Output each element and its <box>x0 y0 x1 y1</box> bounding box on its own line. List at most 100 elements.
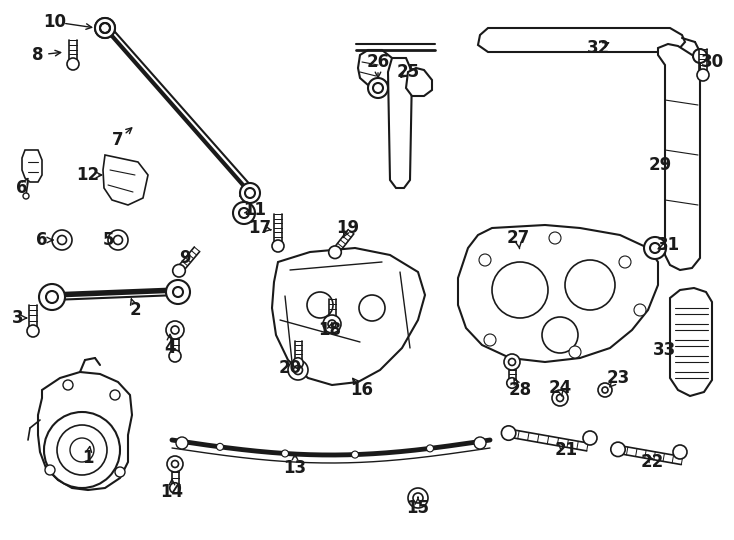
Text: 27: 27 <box>506 229 530 247</box>
Text: 1: 1 <box>82 449 94 467</box>
Circle shape <box>233 202 255 224</box>
Text: 24: 24 <box>548 379 572 397</box>
Circle shape <box>479 254 491 266</box>
Circle shape <box>619 256 631 268</box>
Circle shape <box>598 383 612 397</box>
Circle shape <box>549 232 561 244</box>
Circle shape <box>288 360 308 380</box>
Circle shape <box>39 284 65 310</box>
Circle shape <box>583 431 597 445</box>
Circle shape <box>426 445 434 452</box>
Text: 15: 15 <box>407 499 429 517</box>
Circle shape <box>408 488 428 508</box>
Circle shape <box>95 18 115 38</box>
Polygon shape <box>478 28 685 52</box>
Text: 25: 25 <box>396 63 420 81</box>
Circle shape <box>272 240 284 252</box>
Circle shape <box>166 321 184 339</box>
Circle shape <box>217 443 223 450</box>
Circle shape <box>167 456 183 472</box>
Circle shape <box>569 346 581 358</box>
Text: 31: 31 <box>656 236 680 254</box>
Circle shape <box>166 280 190 304</box>
Circle shape <box>368 78 388 98</box>
Circle shape <box>282 450 288 457</box>
Text: 30: 30 <box>700 53 724 71</box>
Text: 8: 8 <box>32 46 44 64</box>
Polygon shape <box>103 155 148 205</box>
Text: 21: 21 <box>554 441 578 459</box>
Circle shape <box>484 334 496 346</box>
Polygon shape <box>358 50 394 88</box>
Text: 9: 9 <box>179 249 191 267</box>
Circle shape <box>329 246 341 259</box>
Circle shape <box>176 437 188 449</box>
Text: 23: 23 <box>606 369 630 387</box>
Text: 19: 19 <box>336 219 360 237</box>
Text: 33: 33 <box>653 341 677 359</box>
Circle shape <box>95 18 115 38</box>
Text: 16: 16 <box>351 381 374 399</box>
Circle shape <box>323 315 341 333</box>
Circle shape <box>565 260 615 310</box>
Text: 5: 5 <box>102 231 114 249</box>
Polygon shape <box>658 44 700 270</box>
Circle shape <box>172 265 185 277</box>
Circle shape <box>693 49 707 63</box>
Circle shape <box>327 320 337 330</box>
Circle shape <box>45 465 55 475</box>
Circle shape <box>27 325 39 337</box>
Polygon shape <box>458 225 658 362</box>
Text: 28: 28 <box>509 381 531 399</box>
Circle shape <box>293 357 303 368</box>
Text: 13: 13 <box>283 459 307 477</box>
Circle shape <box>52 230 72 250</box>
Text: 7: 7 <box>112 131 124 149</box>
Text: 11: 11 <box>244 201 266 219</box>
Circle shape <box>611 442 625 456</box>
Circle shape <box>23 193 29 199</box>
Circle shape <box>110 390 120 400</box>
Polygon shape <box>38 372 132 490</box>
Circle shape <box>697 69 709 81</box>
Circle shape <box>634 304 646 316</box>
Circle shape <box>115 467 125 477</box>
Circle shape <box>644 237 666 259</box>
Circle shape <box>307 292 333 318</box>
Text: 20: 20 <box>278 359 302 377</box>
Polygon shape <box>22 150 42 182</box>
Circle shape <box>506 378 517 388</box>
Text: 22: 22 <box>640 453 664 471</box>
Text: 3: 3 <box>12 309 23 327</box>
Circle shape <box>70 438 94 462</box>
Circle shape <box>169 350 181 362</box>
Circle shape <box>359 295 385 321</box>
Circle shape <box>474 437 486 449</box>
Circle shape <box>240 183 260 203</box>
Circle shape <box>552 390 568 406</box>
Polygon shape <box>670 288 712 396</box>
Text: 6: 6 <box>16 179 28 197</box>
Polygon shape <box>272 248 425 385</box>
Circle shape <box>67 58 79 70</box>
Text: 26: 26 <box>366 53 390 71</box>
Text: 32: 32 <box>586 39 610 57</box>
Text: 2: 2 <box>129 301 141 319</box>
Text: 14: 14 <box>161 483 184 501</box>
Circle shape <box>63 380 73 390</box>
Text: 29: 29 <box>648 156 672 174</box>
Circle shape <box>504 354 520 370</box>
Text: 18: 18 <box>319 321 341 339</box>
Circle shape <box>492 262 548 318</box>
Circle shape <box>170 483 181 493</box>
Text: 10: 10 <box>43 13 67 31</box>
Circle shape <box>57 425 107 475</box>
Text: 4: 4 <box>164 339 176 357</box>
Text: 6: 6 <box>36 231 48 249</box>
Circle shape <box>542 317 578 353</box>
Circle shape <box>44 412 120 488</box>
Circle shape <box>352 451 358 458</box>
Text: 12: 12 <box>76 166 100 184</box>
Circle shape <box>673 445 687 459</box>
Polygon shape <box>406 68 432 96</box>
